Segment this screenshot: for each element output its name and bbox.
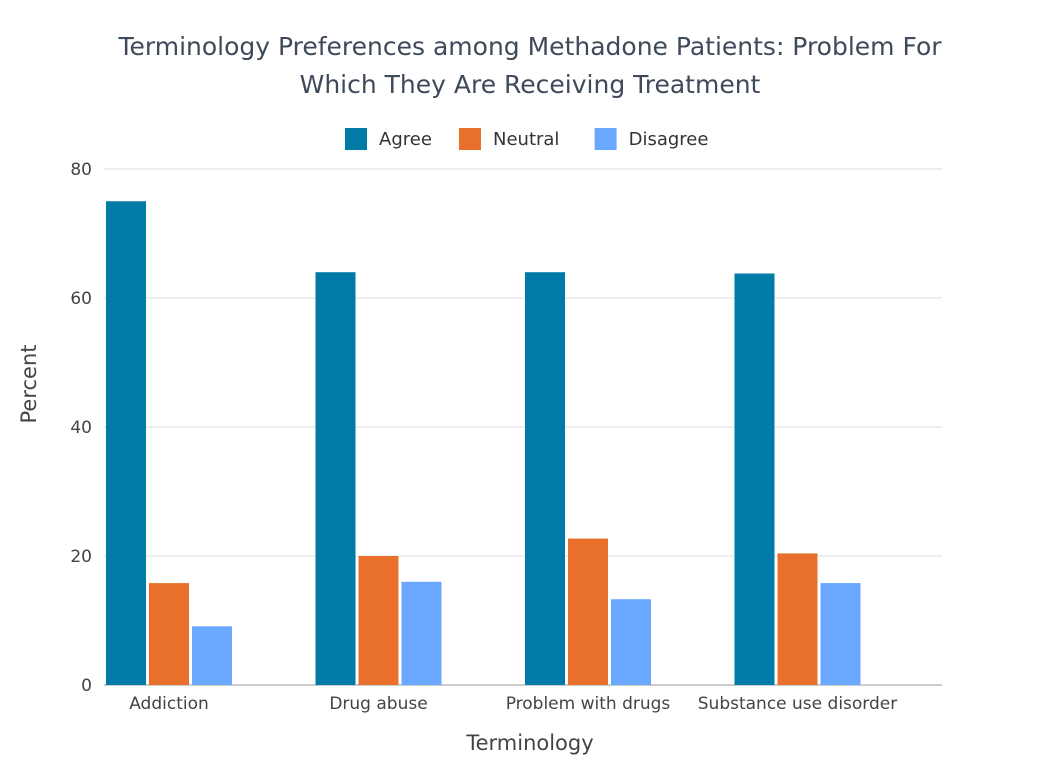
y-tick-label: 20 [70,547,92,567]
chart-title-line1: Terminology Preferences among Methadone … [117,32,942,61]
y-axis-title: Percent [17,344,41,423]
bar-disagree-3 [611,599,651,685]
y-tick-label: 80 [70,160,92,180]
bar-neutral-2 [358,556,399,685]
legend-swatch-neutral [459,128,481,150]
chart-title-line2: Which They Are Receiving Treatment [300,70,761,99]
y-tick-label: 60 [70,289,92,309]
bar-agree-2 [315,272,356,685]
bar-agree-4 [734,273,775,685]
bar-agree-3 [525,272,565,685]
y-tick-label: 40 [70,418,92,438]
legend: Agree Neutral Disagree [345,128,708,150]
x-tick-label: Substance use disorder [698,694,897,714]
x-tick-label: Addiction [129,694,209,714]
legend-label-neutral: Neutral [493,129,559,150]
bars [106,201,861,685]
y-tick-label: 0 [81,676,92,696]
bar-disagree-2 [401,581,442,685]
legend-swatch-agree [345,128,367,150]
x-tick-label: Drug abuse [329,694,427,714]
x-axis-title: Terminology [465,731,593,755]
legend-label-agree: Agree [379,129,432,150]
x-axis-ticks: Addiction Drug abuse Problem with drugs Sub… [129,694,897,714]
legend-swatch-disagree [594,128,617,150]
bar-disagree-1 [192,626,232,685]
legend-label-disagree: Disagree [629,129,709,150]
bar-neutral-1 [149,583,189,685]
y-axis-ticks: 0 20 40 60 80 [70,160,92,696]
bar-neutral-3 [568,538,608,685]
x-tick-label: Problem with drugs [506,694,671,714]
bar-disagree-4 [820,583,861,685]
bar-neutral-4 [777,553,818,685]
bar-agree-1 [106,201,146,685]
